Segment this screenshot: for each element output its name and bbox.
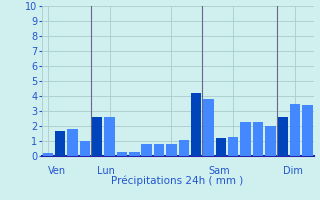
Bar	[290, 104, 300, 156]
Bar	[277, 117, 288, 156]
Bar	[203, 99, 214, 156]
Bar	[240, 121, 251, 156]
Bar	[92, 117, 102, 156]
Text: Dim: Dim	[283, 166, 303, 177]
Bar	[67, 129, 78, 156]
Text: Ven: Ven	[48, 166, 66, 177]
Bar	[43, 153, 53, 156]
Bar	[55, 130, 65, 156]
Bar	[117, 152, 127, 156]
Bar	[253, 121, 263, 156]
Bar	[179, 140, 189, 156]
Bar	[129, 152, 140, 156]
Bar	[228, 137, 238, 156]
Text: Lun: Lun	[97, 166, 115, 177]
Bar	[80, 141, 90, 156]
Bar	[265, 126, 276, 156]
Bar	[104, 117, 115, 156]
Bar	[141, 144, 152, 156]
Text: Précipitations 24h ( mm ): Précipitations 24h ( mm )	[111, 176, 244, 186]
Bar	[154, 144, 164, 156]
Bar	[302, 105, 313, 156]
Bar	[191, 93, 201, 156]
Bar	[166, 144, 177, 156]
Text: Sam: Sam	[209, 166, 230, 177]
Bar	[216, 138, 226, 156]
